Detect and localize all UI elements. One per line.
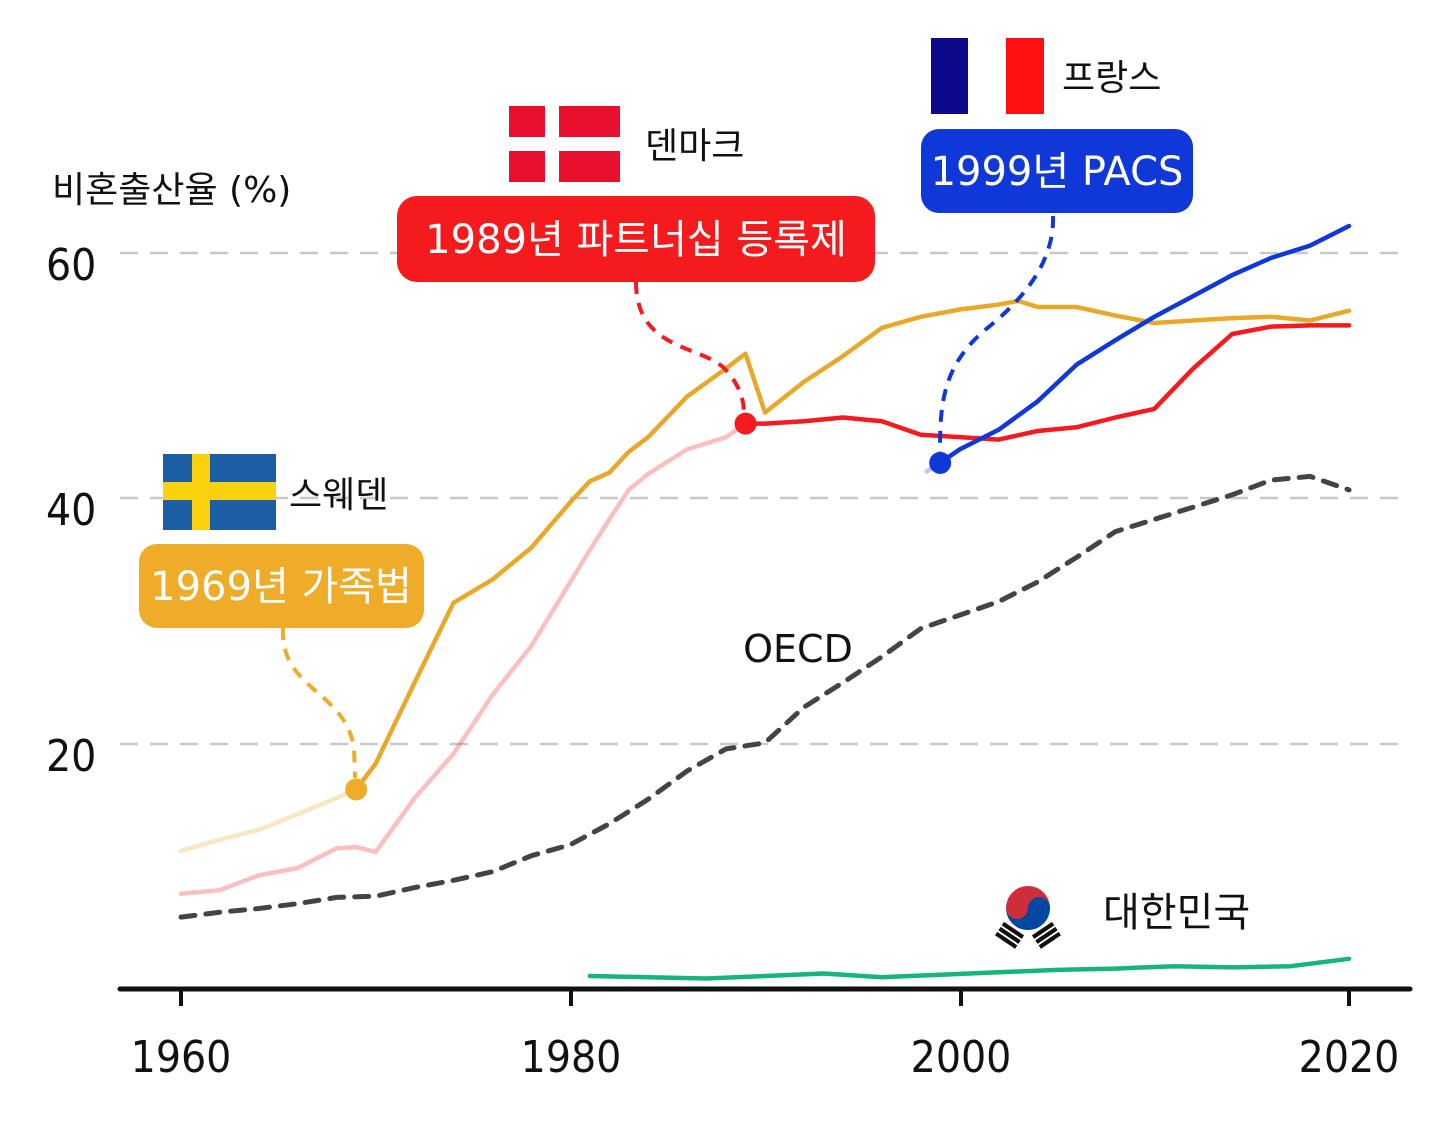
sweden-country-label: 스웨덴 (289, 475, 388, 516)
x-tick-label-1980: 1980 (521, 1032, 622, 1083)
sweden-event-label: 1969년 가족법 (150, 564, 412, 610)
y-tick-label-20: 20 (46, 731, 96, 782)
sweden-flag-icon (163, 454, 276, 530)
france-flag-icon (931, 38, 1044, 114)
france-event-label: 1999년 PACS (931, 149, 1184, 195)
sweden-series-line (353, 298, 1352, 792)
y-tick-label-60: 60 (46, 240, 96, 291)
sweden-connector (280, 627, 357, 779)
korea-series-line (587, 956, 1352, 981)
france-series-line (937, 223, 1352, 466)
x-tick-label-2020: 2020 (1299, 1032, 1400, 1083)
denmark-event-label: 1989년 파트너십 등록제 (425, 217, 847, 263)
denmark-marker (734, 412, 757, 435)
france-country-label: 프랑스 (1062, 58, 1161, 99)
y-tick-label-40: 40 (46, 485, 96, 536)
sweden-event-pill (139, 544, 424, 628)
annotation-connectors (280, 215, 1056, 779)
denmark-flag-icon (509, 106, 620, 182)
sweden-series-line-before-reform (178, 787, 359, 854)
france-connector (938, 215, 1056, 457)
x-tick-label-2000: 2000 (911, 1032, 1012, 1083)
x-axis: 1960 1980 2000 2020 (117, 986, 1413, 1083)
oecd-series-line (178, 473, 1352, 920)
sweden-marker (345, 778, 368, 801)
x-tick-label-1960: 1960 (131, 1032, 232, 1083)
series-layer (178, 223, 1352, 981)
france-marker (929, 451, 952, 474)
france-event-pill (921, 129, 1193, 213)
korea-label: 대한민국 (1103, 890, 1250, 936)
denmark-event-pill (397, 196, 875, 282)
denmark-series-line (743, 323, 1352, 442)
denmark-country-label: 덴마크 (645, 126, 744, 167)
oecd-label: OECD (743, 627, 853, 671)
korea-flag-icon (995, 886, 1061, 949)
denmark-series-line-before-reform (178, 421, 748, 897)
y-axis-title: 비혼출산율 (%) (52, 170, 291, 211)
